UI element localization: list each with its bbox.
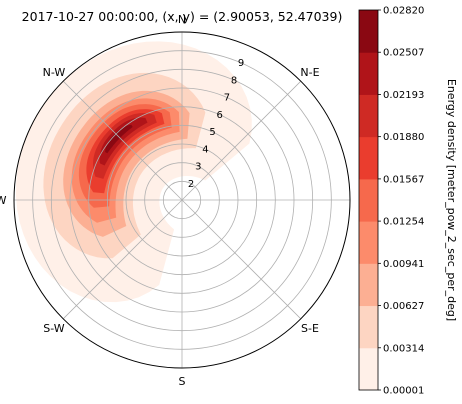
colorbar-band-7 bbox=[359, 52, 378, 95]
direction-label-n-w: N-W bbox=[43, 66, 66, 79]
colorbar-band-5 bbox=[359, 137, 378, 180]
colorbar-band-6 bbox=[359, 94, 378, 137]
colorbar-tick-label-1: 0.00314 bbox=[383, 343, 424, 354]
colorbar-tick-label-9: 0.02820 bbox=[383, 6, 424, 17]
colorbar-tick-labels: 0.00001 0.00314 0.00627 0.00941 0.01254 0.015… bbox=[378, 6, 424, 397]
radial-tick-label-5: 5 bbox=[209, 127, 215, 138]
grid-spoke-s-e bbox=[182, 200, 301, 319]
direction-label-n: N bbox=[178, 13, 186, 26]
direction-label-w: W bbox=[0, 194, 7, 207]
colorbar-band-3 bbox=[359, 221, 378, 264]
colorbar-band-8 bbox=[359, 10, 378, 53]
colorbar-tick-label-3: 0.00941 bbox=[383, 259, 424, 270]
radial-tick-label-6: 6 bbox=[217, 110, 223, 121]
colorbar-label: Energy density [meter_pow_2_sec_per_deg] bbox=[445, 79, 458, 321]
direction-label-s-e: S-E bbox=[301, 322, 319, 335]
radial-tick-label-9: 9 bbox=[238, 58, 244, 69]
colorbar-tick-label-7: 0.02193 bbox=[383, 90, 424, 101]
direction-label-s-w: S-W bbox=[43, 322, 65, 335]
colorbar-tick-label-4: 0.01254 bbox=[383, 217, 424, 228]
colorbar-band-1 bbox=[359, 306, 378, 349]
colorbar-tick-label-2: 0.00627 bbox=[383, 301, 424, 312]
radial-tick-label-8: 8 bbox=[231, 75, 237, 86]
direction-label-n-e: N-E bbox=[300, 66, 319, 79]
colorbar-band-0 bbox=[359, 348, 378, 391]
colorbar-band-4 bbox=[359, 179, 378, 222]
colorbar-tick-label-6: 0.01880 bbox=[383, 132, 424, 143]
radial-tick-label-4: 4 bbox=[202, 144, 208, 155]
polar-grid bbox=[14, 32, 350, 368]
colorbar-band-2 bbox=[359, 263, 378, 306]
radial-tick-label-7: 7 bbox=[224, 93, 230, 104]
direction-label-s: S bbox=[179, 375, 186, 388]
colorbar-tick-label-5: 0.01567 bbox=[383, 174, 424, 185]
colorbar-tick-label-8: 0.02507 bbox=[383, 48, 424, 59]
radial-tick-label-3: 3 bbox=[195, 162, 201, 173]
colorbar-tick-label-0: 0.00001 bbox=[383, 386, 424, 397]
colorbar bbox=[359, 10, 378, 391]
radial-tick-label-2: 2 bbox=[188, 179, 194, 190]
